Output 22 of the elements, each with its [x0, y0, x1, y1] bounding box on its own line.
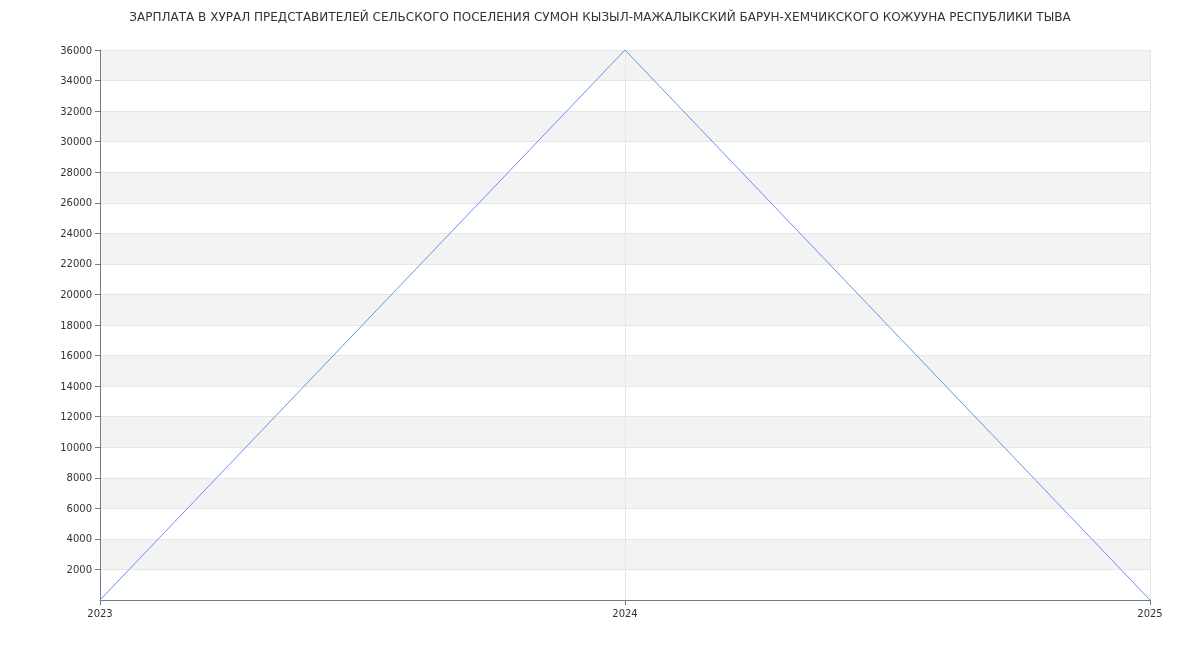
- y-tick-label: 18000: [60, 319, 92, 331]
- y-tick-label: 10000: [60, 441, 92, 453]
- y-tick-label: 16000: [60, 350, 92, 362]
- y-tick-label: 12000: [60, 411, 92, 423]
- x-tick-label: 2025: [1137, 607, 1163, 619]
- y-tick-label: 28000: [60, 166, 92, 178]
- x-tick-label: 2023: [87, 607, 113, 619]
- y-tick-label: 22000: [60, 258, 92, 270]
- y-tick-label: 30000: [60, 136, 92, 148]
- y-tick-label: 32000: [60, 105, 92, 117]
- chart-title: ЗАРПЛАТА В ХУРАЛ ПРЕДСТАВИТЕЛЕЙ СЕЛЬСКОГО ПОСЕЛЕНИЯ СУМОН КЫЗЫЛ-МАЖАЛЫКСКИЙ БАРУН-ХЕМЧИКСКОГО КОЖУУНА РЕСПУБЛИКИ ТЫВА: [129, 9, 1072, 24]
- y-tick-label: 4000: [66, 533, 92, 545]
- y-tick-label: 2000: [66, 563, 92, 575]
- x-tick-label: 2024: [612, 607, 638, 619]
- y-tick-label: 24000: [60, 227, 92, 239]
- y-tick-label: 8000: [66, 472, 92, 484]
- y-tick-label: 26000: [60, 197, 92, 209]
- y-tick-label: 36000: [60, 44, 92, 56]
- y-tick-label: 6000: [66, 502, 92, 514]
- y-tick-label: 14000: [60, 380, 92, 392]
- y-tick-label: 20000: [60, 288, 92, 300]
- y-tick-label: 34000: [60, 75, 92, 87]
